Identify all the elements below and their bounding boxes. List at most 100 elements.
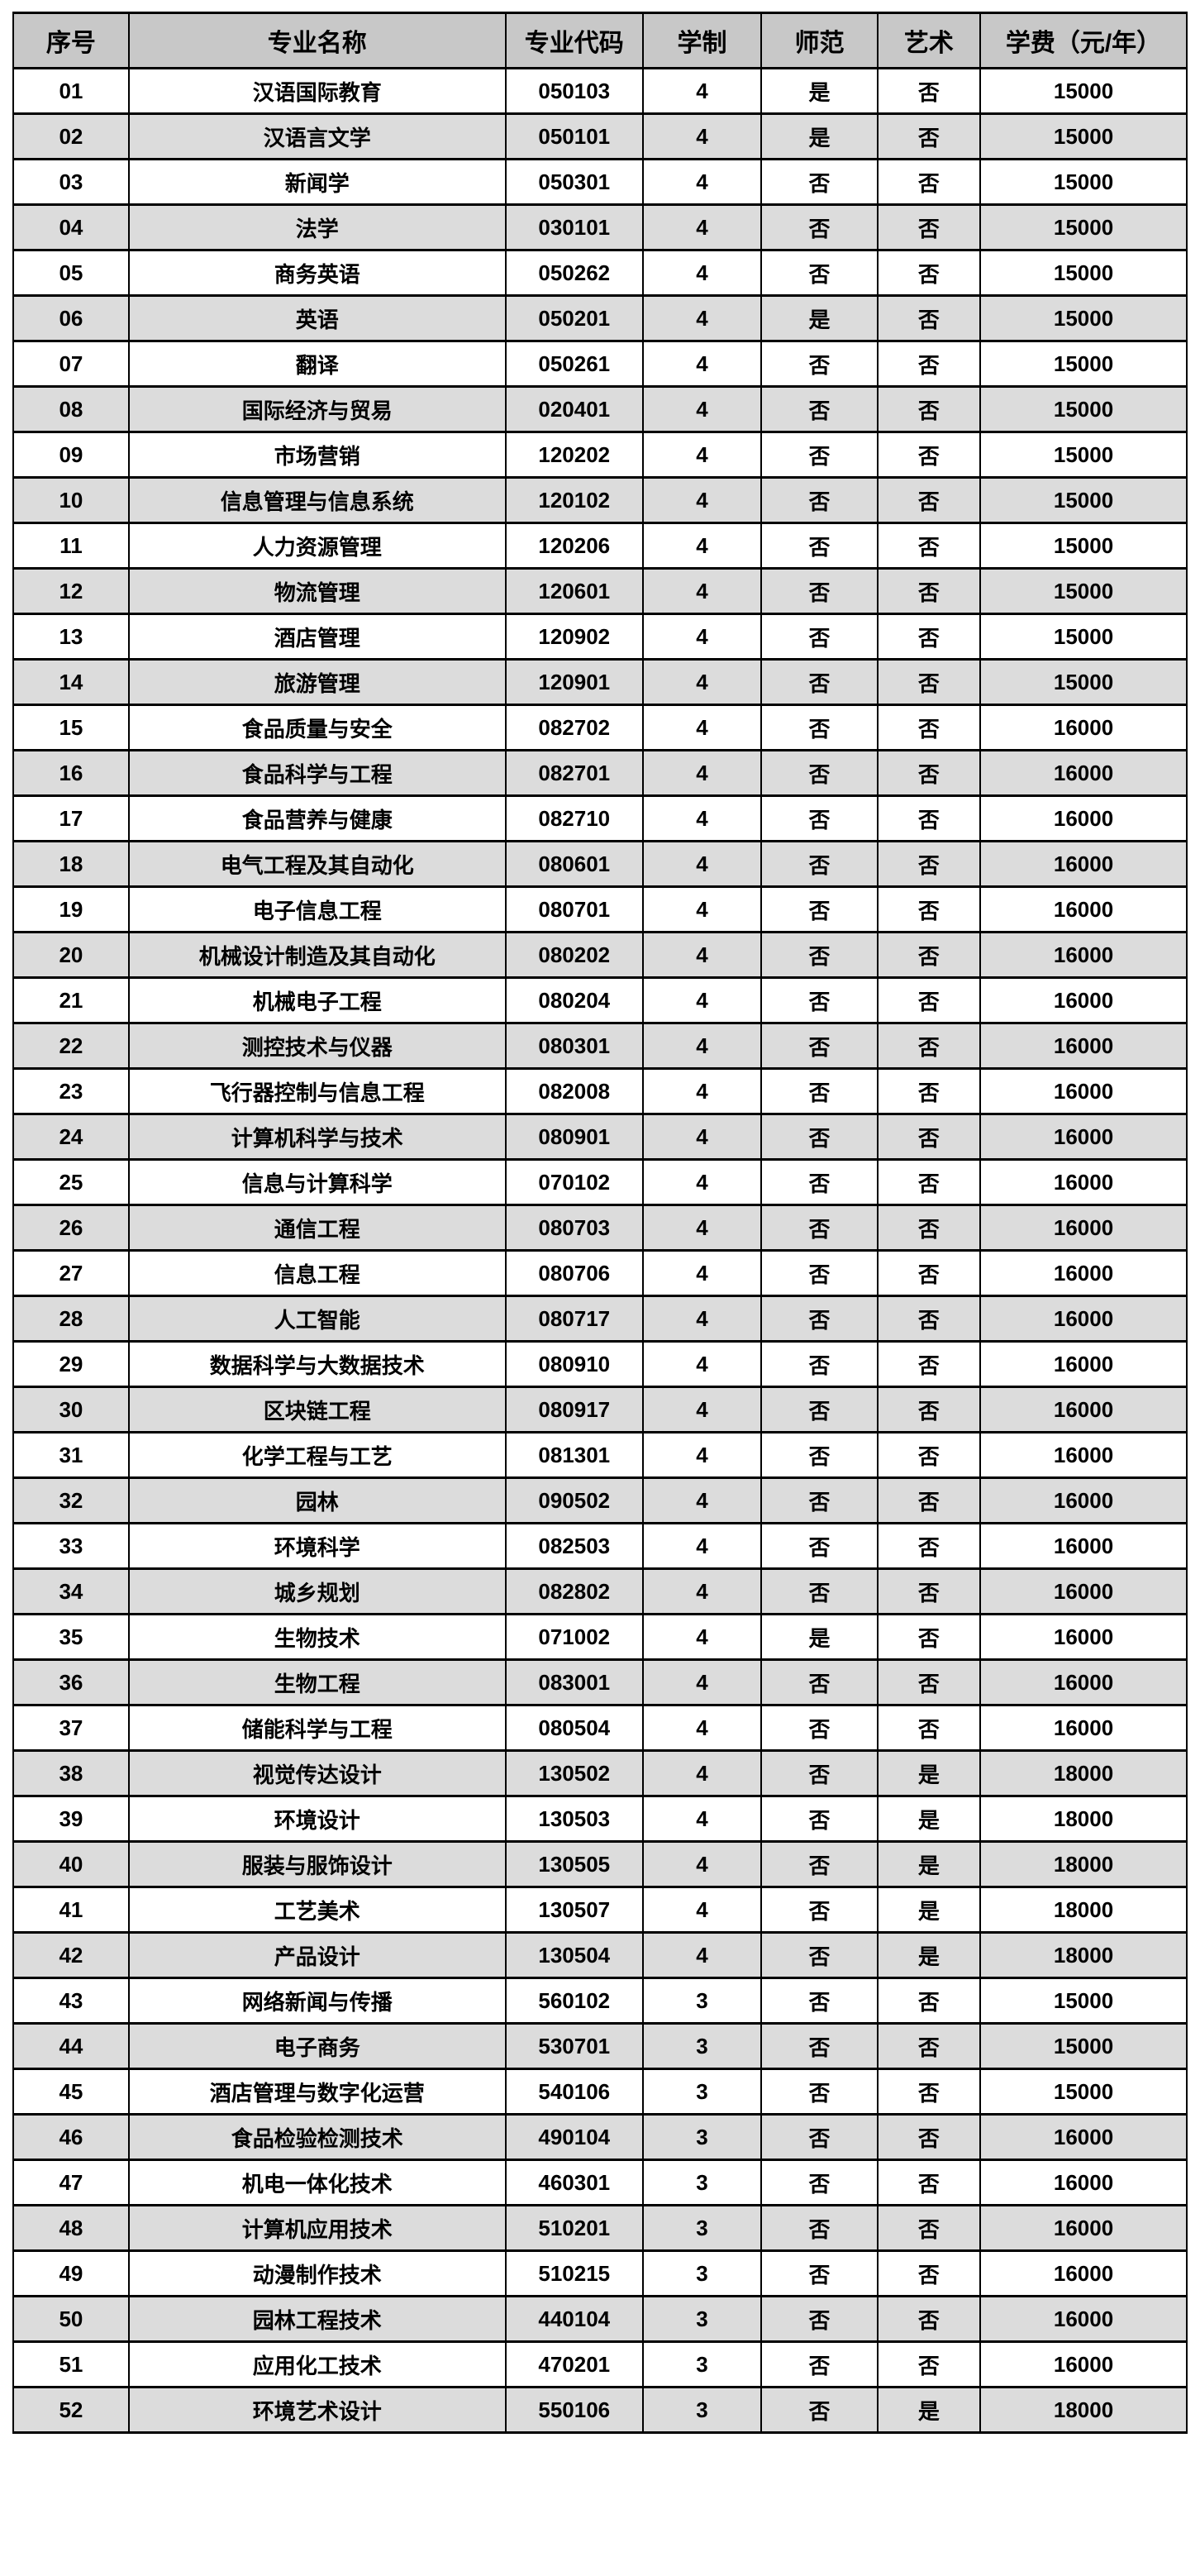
cell-art: 否	[876, 1567, 982, 1615]
cell-art: 否	[876, 385, 982, 433]
cell-index: 32	[12, 1476, 130, 1524]
cell-major-name: 信息工程	[127, 1249, 507, 1297]
cell-major-code: 080601	[504, 840, 644, 888]
table-row: 42 产品设计 130504 4 否是 18000	[12, 1931, 1188, 1979]
cell-duration: 4	[641, 1067, 763, 1115]
cell-major-name: 环境科学	[127, 1522, 507, 1570]
cell-art: 否	[876, 2204, 982, 2252]
table-row: 08 国际经济与贸易 020401 4 否否 15000	[12, 385, 1188, 433]
table-row: 32 园林 090502 4 否否 16000	[12, 1476, 1188, 1524]
cell-major-code: 080706	[504, 1249, 644, 1297]
table-row: 47 机电一体化技术 460301 3 否否 16000	[12, 2159, 1188, 2206]
cell-art: 否	[876, 1204, 982, 1252]
cell-tuition: 18000	[979, 1749, 1188, 1797]
cell-duration: 3	[641, 2113, 763, 2161]
cell-major-code: 050301	[504, 158, 644, 206]
cell-major-code: 082701	[504, 749, 644, 797]
cell-major-code: 120902	[504, 613, 644, 661]
cell-index: 06	[12, 294, 130, 342]
cell-normal: 否	[760, 658, 879, 706]
cell-normal: 否	[760, 522, 879, 570]
cell-normal: 否	[760, 1386, 879, 1433]
cell-index: 48	[12, 2204, 130, 2252]
cell-normal: 否	[760, 976, 879, 1024]
table-row: 48 计算机应用技术 510201 3 否否 16000	[12, 2204, 1188, 2252]
cell-normal: 否	[760, 1704, 879, 1752]
cell-art: 否	[876, 658, 982, 706]
cell-duration: 4	[641, 203, 763, 251]
cell-major-code: 120206	[504, 522, 644, 570]
cell-tuition: 16000	[979, 1567, 1188, 1615]
table-row: 22 测控技术与仪器 080301 4 否否 16000	[12, 1022, 1188, 1070]
cell-major-name: 计算机应用技术	[127, 2204, 507, 2252]
cell-duration: 4	[641, 1795, 763, 1843]
cell-tuition: 15000	[979, 294, 1188, 342]
cell-major-name: 环境艺术设计	[127, 2386, 507, 2434]
cell-normal: 否	[760, 1476, 879, 1524]
cell-art: 是	[876, 1931, 982, 1979]
cell-tuition: 16000	[979, 840, 1188, 888]
cell-tuition: 15000	[979, 431, 1188, 479]
table-row: 44 电子商务 530701 3 否否 15000	[12, 2022, 1188, 2070]
cell-duration: 4	[641, 158, 763, 206]
cell-normal: 否	[760, 794, 879, 842]
cell-major-code: 130507	[504, 1886, 644, 1934]
cell-art: 否	[876, 840, 982, 888]
cell-major-name: 电子商务	[127, 2022, 507, 2070]
cell-index: 23	[12, 1067, 130, 1115]
cell-duration: 4	[641, 1158, 763, 1206]
cell-major-name: 网络新闻与传播	[127, 1977, 507, 2025]
cell-major-code: 050103	[504, 67, 644, 115]
cell-art: 是	[876, 1749, 982, 1797]
cell-normal: 否	[760, 931, 879, 979]
cell-normal: 否	[760, 1977, 879, 2025]
cell-major-code: 082008	[504, 1067, 644, 1115]
cell-duration: 4	[641, 1386, 763, 1433]
cell-art: 否	[876, 476, 982, 524]
cell-tuition: 16000	[979, 1431, 1188, 1479]
cell-major-code: 080917	[504, 1386, 644, 1433]
cell-major-name: 食品检验检测技术	[127, 2113, 507, 2161]
cell-art: 否	[876, 976, 982, 1024]
cell-normal: 否	[760, 2386, 879, 2434]
cell-tuition: 16000	[979, 2113, 1188, 2161]
cell-index: 39	[12, 1795, 130, 1843]
cell-major-name: 数据科学与大数据技术	[127, 1340, 507, 1388]
cell-index: 36	[12, 1658, 130, 1706]
cell-tuition: 15000	[979, 385, 1188, 433]
cell-duration: 4	[641, 249, 763, 297]
cell-index: 27	[12, 1249, 130, 1297]
cell-duration: 4	[641, 340, 763, 388]
cell-major-name: 应用化工技术	[127, 2340, 507, 2388]
cell-tuition: 16000	[979, 1022, 1188, 1070]
cell-index: 29	[12, 1340, 130, 1388]
cell-tuition: 15000	[979, 567, 1188, 615]
cell-normal: 否	[760, 1022, 879, 1070]
table-row: 02 汉语言文学 050101 4 是否 15000	[12, 112, 1188, 160]
cell-duration: 4	[641, 749, 763, 797]
cell-index: 45	[12, 2068, 130, 2116]
cell-tuition: 16000	[979, 1386, 1188, 1433]
table-row: 27 信息工程 080706 4 否否 16000	[12, 1249, 1188, 1297]
cell-index: 16	[12, 749, 130, 797]
cell-index: 47	[12, 2159, 130, 2206]
cell-major-name: 电子信息工程	[127, 885, 507, 933]
cell-tuition: 16000	[979, 1476, 1188, 1524]
cell-major-name: 视觉传达设计	[127, 1749, 507, 1797]
cell-major-name: 市场营销	[127, 431, 507, 479]
cell-tuition: 15000	[979, 158, 1188, 206]
table-row: 34 城乡规划 082802 4 否否 16000	[12, 1567, 1188, 1615]
cell-index: 03	[12, 158, 130, 206]
cell-tuition: 16000	[979, 1613, 1188, 1661]
cell-duration: 3	[641, 2249, 763, 2297]
cell-major-code: 550106	[504, 2386, 644, 2434]
cell-art: 否	[876, 294, 982, 342]
cell-major-name: 翻译	[127, 340, 507, 388]
cell-art: 是	[876, 2386, 982, 2434]
cell-tuition: 16000	[979, 1522, 1188, 1570]
cell-tuition: 15000	[979, 613, 1188, 661]
table-row: 28 人工智能 080717 4 否否 16000	[12, 1295, 1188, 1343]
cell-art: 否	[876, 794, 982, 842]
cell-major-name: 机械电子工程	[127, 976, 507, 1024]
cell-tuition: 15000	[979, 340, 1188, 388]
